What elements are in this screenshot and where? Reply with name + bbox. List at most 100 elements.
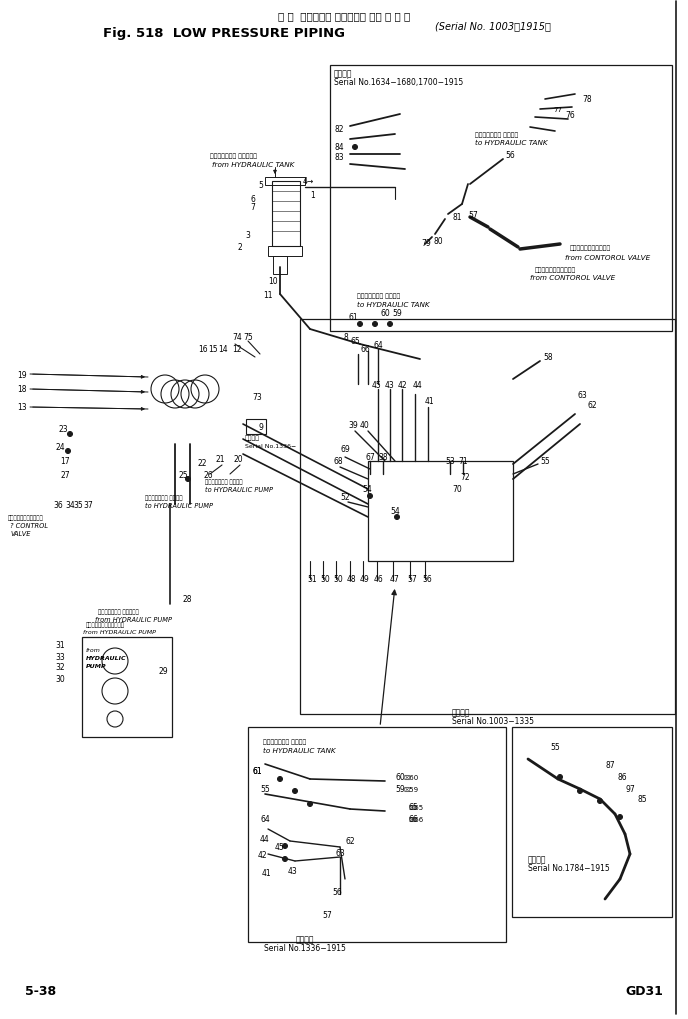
Text: 72: 72 [460, 472, 470, 481]
Text: 40: 40 [360, 420, 369, 429]
Text: 44: 44 [413, 380, 422, 389]
Text: コントロールバルブより: コントロールバルブより [8, 515, 44, 521]
Text: 86: 86 [618, 772, 627, 782]
Circle shape [597, 799, 603, 804]
Text: ☒66: ☒66 [408, 816, 423, 822]
Text: 60: 60 [395, 772, 405, 782]
Circle shape [577, 789, 583, 794]
Text: Serial No.1336−: Serial No.1336− [245, 443, 297, 448]
Text: 20: 20 [233, 455, 243, 464]
Text: to HYDRAULIC PUMP: to HYDRAULIC PUMP [145, 502, 213, 508]
Circle shape [358, 322, 363, 327]
Text: 39: 39 [348, 420, 358, 429]
Text: 43: 43 [385, 380, 395, 389]
Text: 85: 85 [637, 795, 647, 804]
Circle shape [65, 449, 70, 454]
Text: 61: 61 [252, 766, 261, 775]
Circle shape [394, 515, 400, 520]
Text: 26: 26 [203, 470, 213, 479]
Text: 30: 30 [55, 675, 65, 684]
Text: 適用号機: 適用号機 [334, 69, 352, 78]
Text: PUMP: PUMP [86, 662, 107, 667]
Text: 19: 19 [17, 370, 27, 379]
Text: to HYDRAULIC PUMP: to HYDRAULIC PUMP [205, 486, 273, 492]
Bar [82, 637, 172, 738]
Text: 適用号機: 適用号機 [296, 934, 314, 944]
Text: ? CONTROL: ? CONTROL [10, 523, 48, 529]
Text: 3: 3 [245, 230, 250, 239]
Text: 50: 50 [333, 575, 343, 584]
Text: 63: 63 [577, 390, 587, 399]
Text: 64: 64 [373, 341, 383, 351]
Text: 58: 58 [543, 354, 552, 362]
Text: 15: 15 [208, 345, 217, 355]
Bar [368, 462, 513, 561]
Text: from: from [86, 647, 101, 652]
Text: GD31: GD31 [625, 984, 663, 998]
Text: from CONTOROL VALVE: from CONTOROL VALVE [565, 255, 650, 261]
Text: 51: 51 [307, 575, 316, 584]
Text: 60: 60 [380, 309, 389, 318]
Text: 4→: 4→ [303, 177, 314, 186]
Text: 5-38: 5-38 [25, 984, 56, 998]
Text: 31: 31 [55, 640, 65, 649]
Text: 56: 56 [505, 151, 515, 159]
Text: 52: 52 [340, 492, 350, 501]
Circle shape [277, 776, 283, 782]
Text: 2: 2 [237, 244, 241, 253]
Circle shape [367, 494, 372, 499]
Text: 55: 55 [550, 743, 560, 752]
Text: from CONTOROL VALVE: from CONTOROL VALVE [530, 275, 615, 280]
Text: 70: 70 [452, 485, 462, 494]
Text: 54: 54 [390, 507, 400, 516]
Text: 73: 73 [252, 393, 261, 403]
Text: 36: 36 [53, 500, 63, 510]
Text: ハイドロリック タンクへ: ハイドロリック タンクへ [357, 292, 400, 299]
Bar [246, 420, 266, 434]
Text: 55: 55 [260, 785, 270, 794]
Text: 32: 32 [55, 662, 65, 672]
Text: 24: 24 [55, 443, 65, 452]
Text: 50: 50 [320, 575, 330, 584]
Bar [248, 728, 506, 943]
Text: 81: 81 [452, 213, 462, 222]
Bar [273, 257, 287, 275]
Text: 21: 21 [215, 455, 224, 464]
Circle shape [283, 857, 288, 862]
Text: 9: 9 [258, 423, 263, 432]
Text: 38: 38 [378, 453, 387, 462]
Bar [330, 66, 672, 331]
Circle shape [618, 815, 623, 819]
Bar [272, 181, 300, 247]
Text: 75: 75 [243, 333, 252, 342]
Bar [300, 320, 675, 714]
Text: 82: 82 [334, 125, 343, 135]
Text: 22: 22 [197, 459, 206, 467]
Text: 65: 65 [350, 337, 360, 346]
Text: 28: 28 [182, 595, 191, 604]
Text: 45: 45 [275, 843, 285, 852]
Text: from HYDRAULIC TANK: from HYDRAULIC TANK [212, 162, 294, 168]
Text: 78: 78 [582, 96, 592, 104]
Text: 66: 66 [408, 815, 418, 823]
Text: 18: 18 [17, 385, 27, 394]
Bar [512, 728, 672, 917]
Text: 44: 44 [260, 835, 270, 844]
Circle shape [352, 146, 358, 151]
Text: 62: 62 [588, 400, 598, 409]
Text: ハイドロリックポンプより: ハイドロリックポンプより [86, 622, 125, 627]
Text: from HYDRAULIC PUMP: from HYDRAULIC PUMP [95, 616, 172, 623]
Text: 53: 53 [445, 458, 455, 466]
Text: HYDRAULIC: HYDRAULIC [86, 655, 127, 660]
Text: to HYDRAULIC TANK: to HYDRAULIC TANK [475, 140, 548, 146]
Text: 23: 23 [58, 425, 67, 434]
Text: ハイドロリック タンクより: ハイドロリック タンクより [210, 153, 257, 159]
Text: 1: 1 [310, 191, 314, 200]
Text: 適用号機: 適用号機 [245, 435, 260, 440]
Text: 33: 33 [55, 652, 65, 661]
Text: 35: 35 [73, 500, 83, 510]
Text: 56: 56 [332, 888, 342, 897]
Text: 71: 71 [458, 458, 468, 466]
Text: ハイドロリック タンクへ: ハイドロリック タンクへ [263, 739, 306, 744]
Bar [268, 247, 302, 257]
